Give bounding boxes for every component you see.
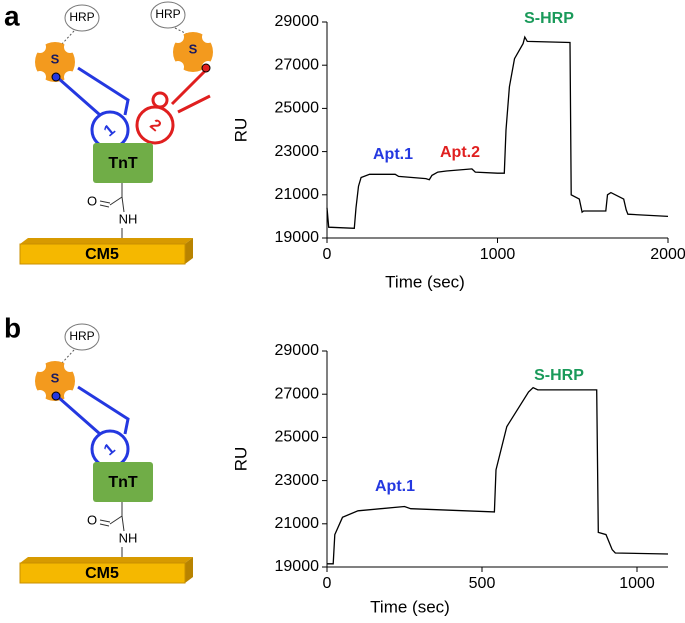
chip-label: CM5 (85, 246, 119, 263)
panel-label: b (4, 312, 21, 343)
chip-side (185, 238, 193, 264)
x-tick-label: 1000 (480, 246, 516, 263)
hrp-label: HRP (155, 7, 180, 21)
x-tick-label: 2000 (650, 246, 685, 263)
y-tick-label: 25000 (275, 429, 320, 446)
y-axis-label: RU (231, 118, 250, 143)
double-bond (99, 200, 111, 208)
chip (19, 562, 186, 584)
x-tick-label: 0 (323, 575, 332, 592)
aptamer (57, 385, 130, 436)
chip-top (20, 557, 193, 563)
protein (93, 143, 153, 183)
tether (61, 349, 75, 364)
protein-label: TnT (108, 155, 138, 172)
y-tick-label: 21000 (275, 515, 320, 532)
chip-label: CM5 (85, 565, 119, 582)
x-tick-label: 1000 (619, 575, 655, 592)
protein (93, 462, 153, 502)
annotation: Apt.1 (373, 146, 413, 163)
linker-label: NH (119, 211, 138, 226)
panel-label: a (4, 0, 20, 31)
tether (61, 30, 75, 45)
aptamer-bulge (151, 91, 169, 109)
chip (19, 243, 186, 265)
aptamer-label: 1 (101, 440, 119, 459)
linker-label: O (87, 512, 97, 527)
protein-label: TnT (108, 474, 138, 491)
hrp-shape (64, 4, 100, 32)
y-tick-label: 25000 (275, 100, 320, 117)
y-tick-label: 29000 (275, 342, 320, 359)
annotation: S-HRP (534, 367, 584, 384)
linker-label: NH (119, 530, 138, 545)
linker-label: O (87, 193, 97, 208)
annotation: Apt.2 (440, 144, 480, 161)
double-bond (99, 519, 111, 527)
y-tick-label: 21000 (275, 186, 320, 203)
biotin (51, 391, 61, 401)
diagram: HRP S 1 TnT O NH CM5 (19, 323, 193, 584)
chip-top (20, 238, 193, 244)
y-tick-label: 19000 (275, 558, 320, 575)
annotation: S-HRP (524, 10, 574, 27)
x-axis-label: Time (sec) (385, 272, 465, 291)
aptamer-label: 2 (146, 116, 164, 135)
chip-side (185, 557, 193, 583)
x-axis-label: Time (sec) (370, 597, 450, 616)
aptamer (170, 68, 211, 114)
streptavidin (34, 360, 76, 402)
aptamer-loop (135, 105, 175, 145)
x-tick-label: 0 (323, 246, 332, 263)
biotin (201, 63, 211, 73)
data-line (326, 35, 669, 229)
data-line (327, 386, 669, 565)
y-tick-label: 29000 (275, 13, 320, 30)
hrp-shape (150, 1, 186, 29)
streptavidin-label: S (189, 41, 198, 56)
annotation: Apt.1 (375, 478, 415, 495)
y-tick-label: 19000 (275, 229, 320, 246)
aptamer-label: 1 (101, 121, 119, 140)
aptamer (57, 66, 130, 117)
hrp-shape (64, 323, 100, 351)
hrp-label: HRP (69, 329, 94, 343)
biotin (51, 72, 61, 82)
y-axis-label: RU (231, 447, 250, 472)
y-tick-label: 27000 (275, 56, 320, 73)
streptavidin (34, 31, 214, 83)
streptavidin-label: S (51, 51, 60, 66)
hrp-label: HRP (69, 10, 94, 24)
y-tick-label: 27000 (275, 385, 320, 402)
y-tick-label: 23000 (275, 143, 320, 160)
x-tick-label: 500 (469, 575, 496, 592)
y-tick-label: 23000 (275, 472, 320, 489)
streptavidin-label: S (51, 370, 60, 385)
diagram: HRP HRP S S 1 2 TnT O NH CM5 (19, 1, 214, 265)
